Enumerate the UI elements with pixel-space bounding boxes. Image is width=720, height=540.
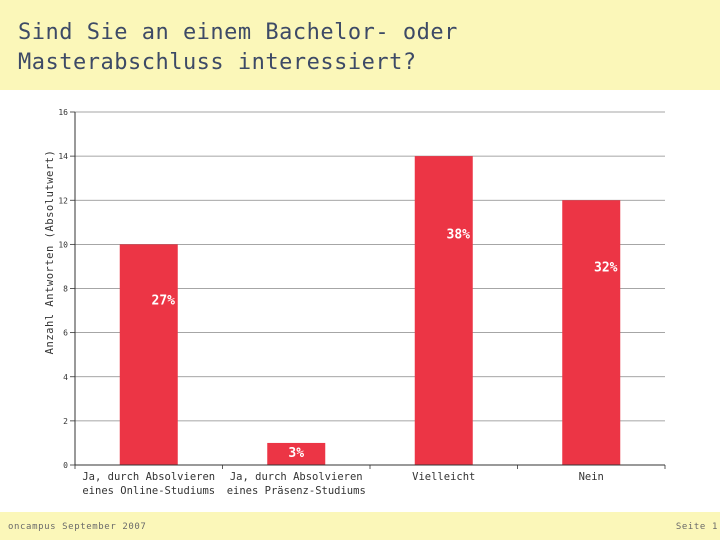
axes: 0 2 4 6 8 10 12 14 16 Ja, durch Absolvieren eines … xyxy=(58,108,666,497)
footer-page-number: Seite 1 xyxy=(675,522,718,532)
y-tick-label: 8 xyxy=(63,285,68,294)
header-band xyxy=(0,0,720,90)
bar xyxy=(562,200,621,465)
slide-title: Sind Sie an einem Bachelor- oder Mastera… xyxy=(18,20,458,75)
footer-left-text: oncampus September 2007 xyxy=(8,522,147,532)
x-category-label: Nein xyxy=(579,471,604,483)
x-category-label: Vielleicht xyxy=(412,471,475,483)
bar xyxy=(119,244,178,465)
x-category-label: Ja, durch Absolvieren eines Präsenz-Studi… xyxy=(227,471,366,497)
y-axis-title: Anzahl Antworten (Absolutwert) xyxy=(44,150,56,355)
bar-chart: 27% 3% 38% 32% 0 2 4 6 8 10 12 14 16 Ja, durch Absol… xyxy=(44,108,666,497)
y-tick-label: 14 xyxy=(58,152,68,161)
y-tick-label: 12 xyxy=(58,196,68,205)
x-category-label: Ja, durch Absolvieren eines Online-Studiu… xyxy=(82,471,215,497)
bars: 27% 3% 38% 32% xyxy=(119,156,621,465)
footer-band xyxy=(0,512,720,540)
data-label: 32% xyxy=(594,260,618,275)
y-tick-label: 6 xyxy=(63,329,68,338)
data-label: 3% xyxy=(288,446,304,461)
y-tick-label: 4 xyxy=(63,373,68,382)
bar xyxy=(414,156,473,465)
y-tick-label: 16 xyxy=(58,108,68,117)
y-tick-label: 0 xyxy=(63,461,68,470)
y-tick-label: 10 xyxy=(58,240,68,249)
bar xyxy=(267,442,326,465)
data-label: 38% xyxy=(447,227,471,242)
data-label: 27% xyxy=(152,294,176,309)
y-tick-label: 2 xyxy=(63,417,68,426)
